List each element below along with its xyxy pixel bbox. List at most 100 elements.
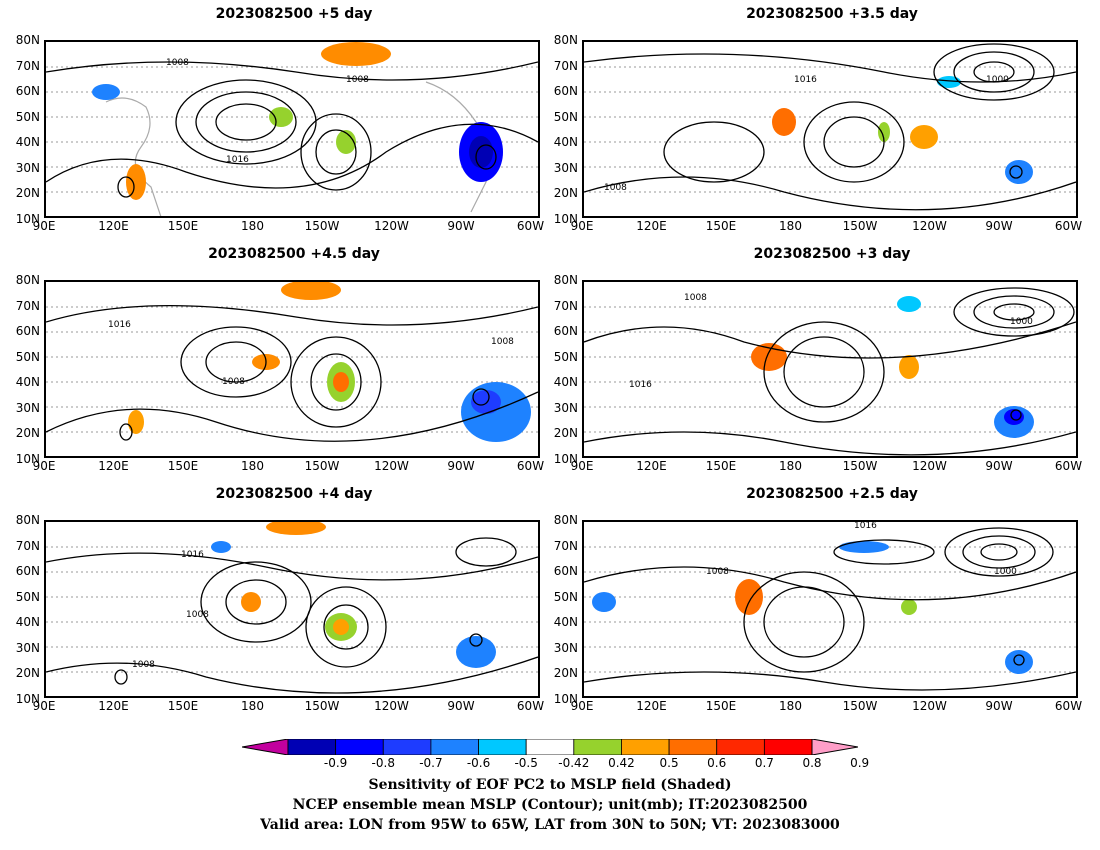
contour-label: 1016 <box>226 155 249 165</box>
contour-label: 1016 <box>854 522 877 531</box>
longitude-label: 150E <box>167 219 199 233</box>
latitude-label: 80N <box>15 273 40 287</box>
latitude-label: 50N <box>15 349 40 364</box>
longitude-label: 150E <box>705 219 737 233</box>
latitude-label: 30N <box>15 640 40 655</box>
latitude-label: 70N <box>15 58 40 73</box>
longitude-label: 90E <box>570 699 594 713</box>
contour-label: 1016 <box>108 320 131 330</box>
longitude-label: 180 <box>779 699 802 713</box>
longitude-label: 180 <box>779 459 802 473</box>
latitude-label: 70N <box>553 298 578 313</box>
longitude-label: 60W <box>1054 219 1083 233</box>
longitude-label: 90E <box>570 459 594 473</box>
longitude-label: 180 <box>241 459 264 473</box>
longitude-label: 90E <box>32 699 56 713</box>
map-panel: 1016 1008 1008 <box>44 280 540 458</box>
latitude-label: 40N <box>553 615 578 629</box>
latitude-label: 30N <box>553 640 578 655</box>
latitude-label: 30N <box>15 400 40 415</box>
latitude-label: 60N <box>553 564 578 578</box>
map-drawing: 1016 1000 1008 <box>584 287 1076 456</box>
latitude-label: 60N <box>553 84 578 98</box>
longitude-label: 90W <box>985 459 1013 473</box>
latitude-label: 60N <box>15 84 40 98</box>
latitude-label: 10N <box>553 451 578 466</box>
longitude-label: 90W <box>447 459 475 473</box>
latitude-label: 20N <box>553 666 578 680</box>
latitude-label: 50N <box>553 349 578 364</box>
longitude-label: 150W <box>304 459 340 473</box>
contour-label: 1008 <box>604 183 627 193</box>
longitude-label: 120E <box>636 459 667 473</box>
contour-label: 1016 <box>181 550 204 560</box>
latitude-label: 10N <box>15 211 40 226</box>
contour-label: 1000 <box>986 75 1009 85</box>
longitude-label: 120W <box>912 459 947 473</box>
latitude-label: 40N <box>15 375 40 389</box>
latitude-label: 50N <box>553 589 578 604</box>
latitude-label: 30N <box>553 400 578 415</box>
colorbar-tick-label: 0.42 <box>608 756 635 770</box>
panel-title: 2023082500 +2.5 day <box>746 486 918 502</box>
colorbar-tick-label: 0.8 <box>802 756 822 770</box>
colorbar-tick-label: -0.8 <box>371 756 395 770</box>
map-drawing: 1016 1000 1008 <box>584 43 1076 211</box>
contour-label: 1008 <box>132 660 155 670</box>
latitude-label: 40N <box>15 135 40 149</box>
map-panel: 1016 1000 1008 <box>582 520 1078 698</box>
panel-title: 2023082500 +4 day <box>215 486 373 502</box>
latitude-label: 60N <box>15 324 40 338</box>
colorbar-tick-label: 0.7 <box>754 756 774 770</box>
longitude-label: 90W <box>985 699 1013 713</box>
longitude-label: 120E <box>98 219 129 233</box>
latitude-label: 10N <box>553 211 578 226</box>
latitude-label: 50N <box>553 109 578 124</box>
longitude-label: 60W <box>1054 699 1083 713</box>
longitude-label: 120W <box>374 699 409 713</box>
colorbar-tick-label: -0.9 <box>323 756 348 770</box>
contour-label: 1008 <box>706 567 729 577</box>
colorbar-tick-label: -0.5 <box>514 756 538 770</box>
colorbar-swatch <box>525 738 575 756</box>
contour-label: 1008 <box>684 293 707 303</box>
panel-title: 2023082500 +5 day <box>215 6 373 22</box>
colorbar-swatch <box>478 738 527 756</box>
longitude-label: 90E <box>32 219 56 233</box>
longitude-label: 60W <box>516 459 545 473</box>
caption-line: Sensitivity of EOF PC2 to MSLP field (Sh… <box>368 777 732 793</box>
longitude-label: 60W <box>516 699 545 713</box>
longitude-label: 120E <box>636 219 667 233</box>
longitude-label: 120W <box>912 219 947 233</box>
longitude-label: 90W <box>447 699 475 713</box>
colorbar-swatch <box>430 738 479 756</box>
latitude-label: 20N <box>15 426 40 440</box>
latitude-label: 70N <box>553 538 578 553</box>
colorbar-swatch <box>763 738 813 756</box>
map-drawing: 1008 1016 1008 <box>46 42 538 216</box>
longitude-label: 150W <box>304 699 340 713</box>
latitude-label: 40N <box>553 375 578 389</box>
longitude-label: 180 <box>241 699 264 713</box>
longitude-label: 120W <box>912 699 947 713</box>
latitude-label: 30N <box>553 160 578 175</box>
latitude-label: 80N <box>553 33 578 47</box>
colorbar-swatch <box>573 738 622 756</box>
longitude-label: 120W <box>374 219 409 233</box>
colorbar-swatch <box>716 738 765 756</box>
longitude-label: 90W <box>985 219 1013 233</box>
latitude-label: 60N <box>15 564 40 578</box>
latitude-label: 80N <box>553 273 578 287</box>
colorbar-tick-label: -0.6 <box>466 756 491 770</box>
latitude-label: 40N <box>15 615 40 629</box>
longitude-label: 120E <box>98 699 129 713</box>
longitude-label: 60W <box>516 219 545 233</box>
latitude-label: 60N <box>553 324 578 338</box>
contour-label: 1008 <box>186 610 209 620</box>
colorbar-tick-label: 0.5 <box>659 756 679 770</box>
colorbar-swatch <box>668 738 718 756</box>
latitude-label: 80N <box>15 513 40 527</box>
latitude-label: 20N <box>553 426 578 440</box>
latitude-label: 50N <box>15 109 40 124</box>
contour-label: 1000 <box>1010 317 1033 327</box>
